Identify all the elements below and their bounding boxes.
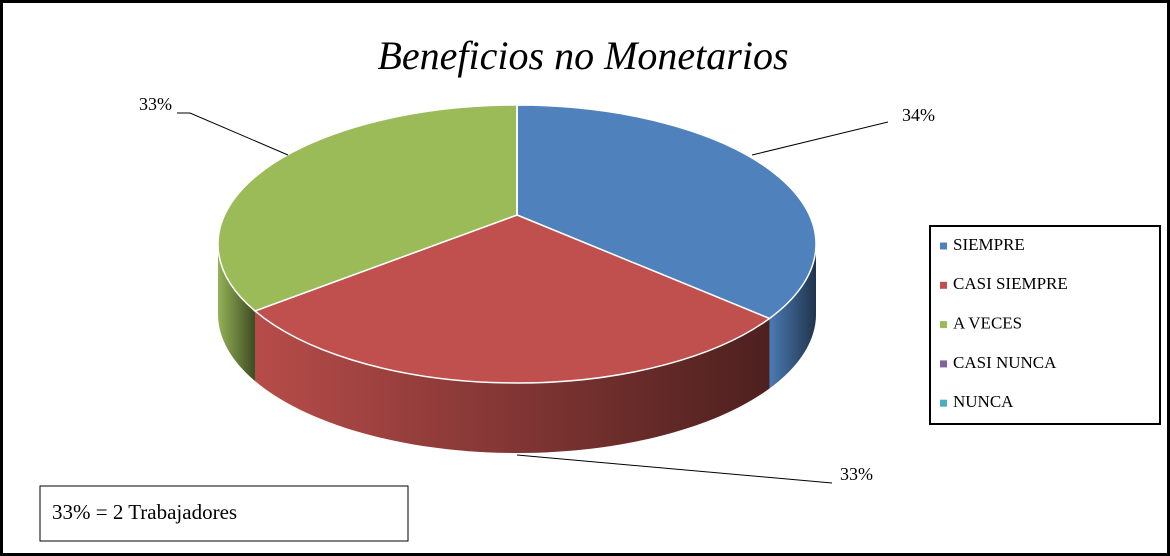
legend-label: NUNCA [953, 392, 1014, 411]
legend-swatch [940, 360, 947, 368]
slice-side-shade [218, 244, 255, 381]
chart-title: Beneficios no Monetarios [377, 33, 788, 78]
annotation: 33% = 2 Trabajadores [52, 500, 237, 524]
slice-side-shade [769, 244, 816, 389]
data-label: 34% [902, 105, 935, 125]
legend-swatch [940, 281, 947, 289]
data-label: 33% [840, 464, 873, 484]
legend-label: SIEMPRE [953, 235, 1025, 254]
legend-swatch [940, 321, 947, 329]
leader-line [516, 454, 833, 484]
legend-swatch [940, 242, 947, 250]
slice [217, 104, 518, 312]
annotation-box [39, 485, 409, 542]
leader-line [751, 121, 889, 156]
slice-side-shade [254, 310, 770, 454]
pie: 34% 33% 33% [139, 94, 935, 484]
legend-label: CASI SIEMPRE [953, 274, 1068, 293]
slice [516, 104, 817, 320]
data-label: 33% [139, 94, 172, 114]
legend-label: CASI NUNCA [953, 353, 1057, 372]
legend-label: A VECES [953, 314, 1022, 333]
legend [929, 225, 1161, 425]
slice [253, 214, 771, 384]
legend-swatch [940, 399, 947, 407]
leader-line [177, 112, 289, 156]
